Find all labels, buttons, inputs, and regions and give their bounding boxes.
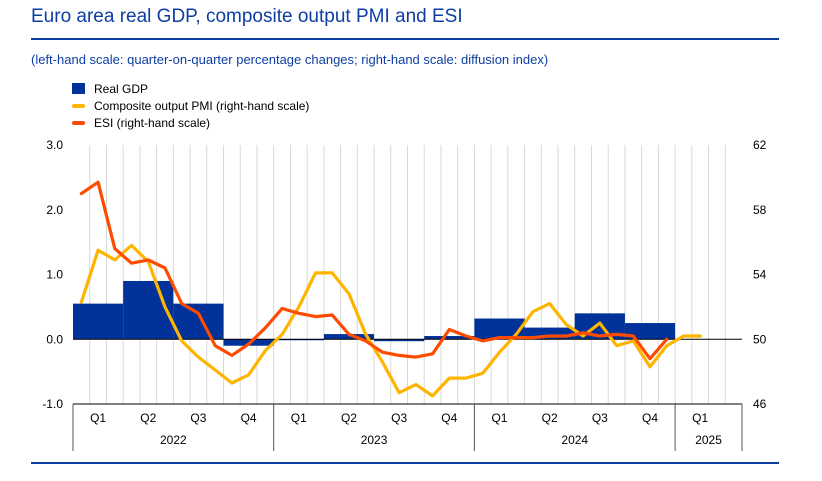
quarter-label: Q3 bbox=[391, 411, 407, 425]
legend-swatch-pmi bbox=[72, 103, 85, 108]
quarter-label: Q4 bbox=[441, 411, 457, 425]
legend-swatch-esi bbox=[72, 120, 85, 125]
gdp-bar bbox=[624, 323, 676, 340]
quarter-label: Q1 bbox=[291, 411, 307, 425]
right-tick-label: 46 bbox=[753, 397, 767, 411]
left-tick-label: 1.0 bbox=[46, 268, 63, 282]
quarter-label: Q3 bbox=[592, 411, 608, 425]
legend: Real GDP Composite output PMI (right-han… bbox=[72, 80, 309, 131]
bottom-rule bbox=[31, 462, 779, 464]
pmi-line bbox=[79, 243, 702, 398]
quarter-label: Q3 bbox=[190, 411, 206, 425]
esi-line bbox=[79, 180, 669, 361]
quarter-label: Q1 bbox=[692, 411, 708, 425]
legend-label-esi: ESI (right-hand scale) bbox=[94, 115, 211, 130]
left-tick-label: 3.0 bbox=[46, 138, 63, 152]
x-axis: Q1 Q2 Q3 Q4 Q1 Q2 Q3 Q4 Q1 Q2 Q3 Q4 Q1 2022 2023 2024 20… bbox=[72, 403, 743, 451]
legend-item-esi: ESI (right-hand scale) bbox=[72, 114, 309, 131]
left-tick-label: -1.0 bbox=[42, 397, 63, 411]
year-label: 2025 bbox=[695, 433, 722, 447]
quarter-label: Q4 bbox=[642, 411, 658, 425]
year-label: 2024 bbox=[561, 433, 588, 447]
gdp-bar bbox=[73, 303, 124, 340]
year-label: 2023 bbox=[361, 433, 388, 447]
quarter-label: Q2 bbox=[341, 411, 357, 425]
quarter-label: Q2 bbox=[140, 411, 156, 425]
right-axis-ticks: 46 50 54 58 62 bbox=[753, 138, 767, 411]
right-tick-label: 50 bbox=[753, 332, 767, 346]
gdp-bar bbox=[524, 327, 575, 340]
left-tick-label: 0.0 bbox=[46, 332, 63, 346]
gdp-bars bbox=[73, 280, 676, 346]
right-tick-label: 54 bbox=[753, 268, 767, 282]
gdp-bar bbox=[374, 339, 425, 342]
legend-swatch-gdp bbox=[72, 83, 85, 94]
legend-label-pmi: Composite output PMI (right-hand scale) bbox=[94, 98, 310, 113]
legend-item-gdp: Real GDP bbox=[72, 80, 309, 97]
gdp-bar bbox=[173, 303, 224, 340]
right-tick-label: 58 bbox=[753, 203, 767, 217]
quarter-label: Q2 bbox=[542, 411, 558, 425]
gdp-bar bbox=[474, 318, 525, 340]
gdp-bar bbox=[424, 336, 475, 340]
quarter-label: Q1 bbox=[491, 411, 507, 425]
quarter-label: Q4 bbox=[241, 411, 257, 425]
left-axis-ticks: -1.0 0.0 1.0 2.0 3.0 bbox=[42, 138, 63, 411]
year-label: 2022 bbox=[160, 433, 187, 447]
right-tick-label: 62 bbox=[753, 138, 767, 152]
title-rule bbox=[31, 38, 779, 40]
left-tick-label: 2.0 bbox=[46, 203, 63, 217]
legend-item-pmi: Composite output PMI (right-hand scale) bbox=[72, 97, 309, 114]
quarter-label: Q1 bbox=[90, 411, 106, 425]
chart-subtitle: (left-hand scale: quarter-on-quarter per… bbox=[31, 52, 549, 67]
series-lines bbox=[79, 180, 702, 398]
gdp-bar bbox=[323, 334, 375, 340]
grid-lines bbox=[89, 145, 726, 404]
chart-title: Euro area real GDP, composite output PMI… bbox=[31, 6, 463, 27]
legend-label-gdp: Real GDP bbox=[94, 81, 149, 96]
